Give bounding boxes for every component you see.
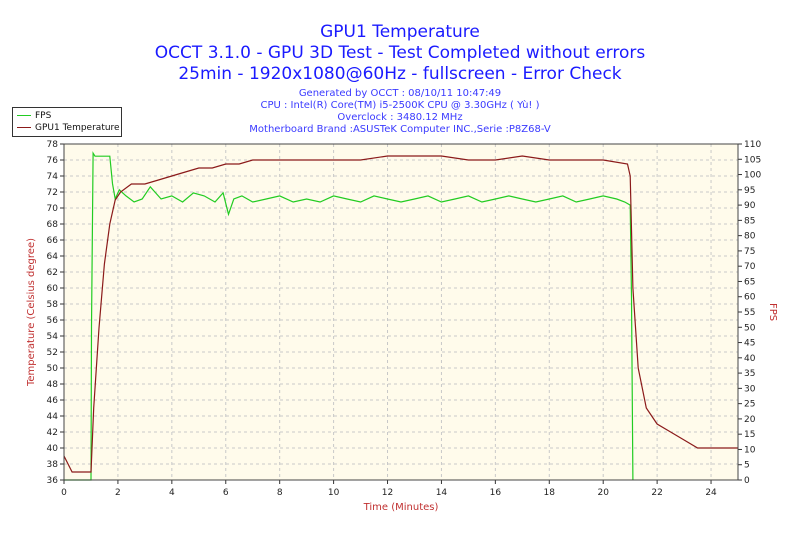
y-left-tick-label: 42: [47, 428, 58, 438]
y-left-tick-label: 38: [47, 460, 59, 470]
y-left-tick-label: 68: [47, 220, 59, 230]
y-right-tick-label: 110: [744, 140, 761, 150]
series-layer: [63, 151, 738, 481]
x-tick-label: 16: [490, 488, 502, 498]
y-right-tick-label: 70: [744, 262, 756, 272]
y-left-tick-label: 78: [47, 140, 59, 150]
y-left-tick-label: 70: [47, 204, 59, 214]
series-line-fps: [64, 151, 634, 481]
y-right-tick-label: 50: [744, 323, 756, 333]
y-left-tick-label: 52: [47, 348, 58, 358]
x-tick-label: 6: [223, 488, 229, 498]
y-right-tick-label: 40: [744, 354, 756, 364]
legend-swatch-gpu1-temperature: [17, 127, 31, 128]
y-left-tick-label: 40: [47, 444, 59, 454]
y-left-axis-label: Temperature (Celsius degree): [26, 238, 37, 387]
y-left-tick-label: 74: [47, 172, 59, 182]
y-left-tick-label: 50: [47, 364, 59, 374]
axis-layer: 0 2 4 6 8 10 12 14 16 18 20 22 243638404244464850525…: [26, 140, 778, 513]
y-left-tick-label: 60: [47, 284, 59, 294]
x-tick-label: 24: [705, 488, 717, 498]
y-right-tick-label: 80: [744, 232, 756, 242]
y-right-tick-label: 0: [744, 476, 750, 486]
legend-label-gpu1-temperature: GPU1 Temperature: [35, 123, 120, 133]
y-left-tick-label: 58: [47, 300, 59, 310]
legend-swatch-fps: [17, 115, 31, 116]
x-tick-label: 22: [651, 488, 662, 498]
legend: FPS GPU1 Temperature: [12, 107, 122, 137]
y-right-tick-label: 30: [744, 384, 756, 394]
y-right-tick-label: 20: [744, 415, 756, 425]
chart-title: GPU1 Temperature: [320, 22, 480, 42]
y-right-tick-label: 5: [744, 461, 750, 471]
y-left-tick-label: 36: [47, 476, 59, 486]
y-left-tick-label: 66: [47, 236, 59, 246]
y-right-tick-label: 105: [744, 155, 761, 165]
y-right-tick-label: 95: [744, 186, 755, 196]
chart-subtitle-line-1: OCCT 3.1.0 - GPU 3D Test - Test Complete…: [154, 43, 646, 63]
chart-subtitle-line-2: 25min - 1920x1080@60Hz - fullscreen - Er…: [178, 64, 622, 84]
x-tick-label: 20: [597, 488, 609, 498]
plot-background: [64, 144, 738, 480]
legend-item-gpu1-temperature: GPU1 Temperature: [17, 122, 120, 134]
x-tick-label: 12: [382, 488, 393, 498]
y-right-tick-label: 65: [744, 277, 755, 287]
y-right-tick-label: 35: [744, 369, 755, 379]
info-overclock: Overclock : 3480.12 MHz: [337, 112, 463, 123]
legend-item-fps: FPS: [17, 110, 51, 122]
y-left-tick-label: 44: [47, 412, 59, 422]
x-tick-label: 18: [544, 488, 556, 498]
y-right-axis-label: FPS: [767, 303, 778, 321]
y-right-tick-label: 45: [744, 339, 755, 349]
info-motherboard: Motherboard Brand :ASUSTeK Computer INC.…: [249, 124, 551, 135]
y-right-tick-label: 25: [744, 400, 755, 410]
y-right-tick-label: 55: [744, 308, 755, 318]
y-right-tick-label: 75: [744, 247, 755, 257]
y-left-tick-label: 54: [47, 332, 59, 342]
y-left-tick-label: 76: [47, 156, 59, 166]
x-tick-label: 10: [328, 488, 340, 498]
y-left-tick-label: 72: [47, 188, 58, 198]
y-left-tick-label: 64: [47, 252, 59, 262]
info-generated: Generated by OCCT : 08/10/11 10:47:49: [298, 88, 502, 99]
y-left-tick-label: 46: [47, 396, 59, 406]
grid-layer: [63, 143, 738, 481]
y-right-tick-label: 90: [744, 201, 756, 211]
y-left-tick-label: 62: [47, 268, 58, 278]
y-right-tick-label: 60: [744, 293, 756, 303]
y-left-tick-label: 56: [47, 316, 59, 326]
y-left-tick-label: 48: [47, 380, 59, 390]
series-line-gpu1-temperature: [63, 155, 738, 473]
y-right-tick-label: 100: [744, 171, 761, 181]
x-tick-label: 8: [277, 488, 283, 498]
info-cpu: CPU : Intel(R) Core(TM) i5-2500K CPU @ 3…: [260, 100, 540, 111]
y-right-tick-label: 85: [744, 216, 755, 226]
x-tick-label: 0: [61, 488, 67, 498]
x-tick-label: 2: [115, 488, 121, 498]
plot-frame: [63, 143, 739, 481]
y-right-tick-label: 10: [744, 445, 756, 455]
y-right-tick-label: 15: [744, 430, 755, 440]
x-tick-label: 14: [436, 488, 448, 498]
x-axis-label: Time (Minutes): [363, 502, 439, 513]
x-tick-label: 4: [169, 488, 175, 498]
legend-label-fps: FPS: [35, 111, 52, 121]
